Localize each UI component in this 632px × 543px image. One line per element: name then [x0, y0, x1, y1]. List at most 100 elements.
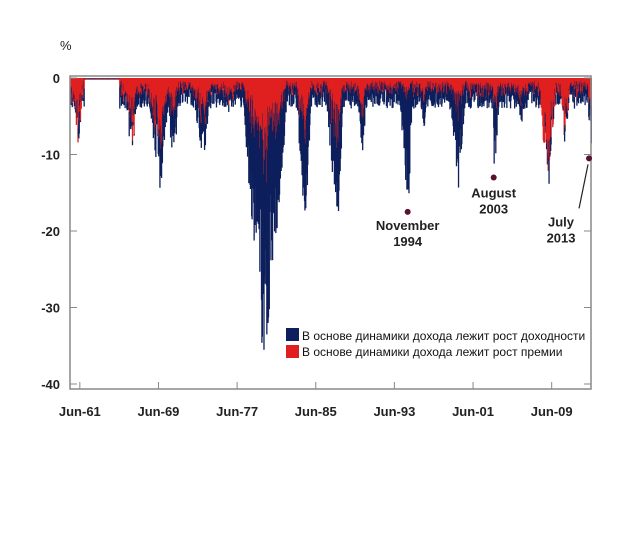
bar-yield — [339, 112, 342, 159]
bar-yield — [119, 87, 121, 109]
bar-yield — [70, 89, 72, 106]
bar-yield — [285, 88, 287, 113]
bar-yield — [474, 91, 476, 100]
bar-yield — [470, 97, 472, 108]
bar-yield — [438, 92, 440, 100]
bar-yield — [443, 92, 445, 100]
bar-yield — [316, 94, 318, 108]
bar-yield — [140, 94, 143, 108]
bar-yield — [583, 86, 585, 97]
bar-yield — [175, 107, 177, 135]
bar-yield — [477, 98, 479, 109]
bar-yield — [389, 93, 391, 106]
bar-yield — [228, 104, 230, 112]
bar-premium — [182, 78, 184, 95]
bar-yield — [386, 96, 388, 109]
bar-yield — [558, 92, 560, 99]
bar-yield — [259, 148, 261, 272]
bar-yield — [295, 86, 297, 108]
bar-yield — [513, 92, 516, 109]
bar-yield — [137, 93, 140, 105]
bar-yield — [538, 95, 540, 109]
bar-yield — [230, 92, 233, 107]
bar-yield — [271, 130, 274, 261]
bar-yield — [293, 87, 295, 103]
bar-yield — [82, 97, 84, 102]
bar-yield — [145, 84, 147, 92]
bar-yield — [123, 101, 125, 106]
bar-yield — [314, 92, 317, 102]
bar-yield — [200, 122, 202, 148]
bar-yield — [510, 89, 513, 97]
bar-yield — [557, 94, 560, 105]
bar-yield — [516, 91, 518, 102]
annotation-marker — [404, 208, 411, 215]
bar-yield — [128, 111, 130, 137]
bar-yield — [294, 85, 296, 92]
bar-yield — [316, 87, 319, 93]
annotation-arrow — [578, 164, 589, 209]
bar-yield — [380, 91, 382, 99]
bar-yield — [385, 87, 388, 107]
bar-yield — [539, 90, 542, 100]
bar-yield — [579, 84, 581, 98]
bar-yield — [588, 103, 590, 121]
bar-yield — [165, 104, 167, 118]
bar-yield — [520, 105, 522, 120]
bar-yield — [395, 90, 397, 104]
bar-yield — [343, 92, 345, 107]
bar-yield — [576, 97, 578, 106]
bar-yield — [195, 98, 197, 110]
legend-label-premium: В основе динамики дохода лежит рост прем… — [302, 345, 562, 359]
bar-yield — [233, 92, 236, 101]
bar-yield — [83, 88, 85, 107]
bar-yield — [205, 105, 208, 119]
bar-yield — [470, 89, 473, 101]
bar-yield — [122, 92, 124, 104]
bar-yield — [153, 115, 155, 135]
bar-yield — [481, 96, 483, 106]
bar-yield — [432, 90, 435, 105]
bar-yield — [290, 88, 292, 107]
bar-yield — [427, 87, 430, 100]
bar-yield — [560, 95, 562, 99]
bar-yield — [237, 88, 240, 99]
bar-yield — [268, 125, 270, 310]
bar-yield — [321, 97, 323, 107]
bar-yield — [171, 111, 173, 148]
bar-yield — [416, 86, 418, 105]
bar-yield — [353, 92, 356, 106]
bar-yield — [528, 84, 530, 94]
bar-yield — [178, 87, 180, 104]
bar-yield — [174, 110, 176, 128]
bar-yield — [328, 93, 330, 128]
bar-yield — [466, 87, 468, 104]
bar-yield — [437, 91, 440, 108]
bar-yield — [180, 82, 182, 93]
bar-yield — [413, 96, 415, 109]
annotation-label: 2013 — [547, 230, 576, 245]
bar-yield — [163, 115, 166, 140]
bar-yield — [569, 92, 571, 95]
bar-yield — [212, 85, 214, 104]
bar-yield — [545, 138, 548, 150]
bar-yield — [184, 90, 186, 102]
bar-yield — [229, 90, 232, 96]
x-tick-label: Jun-93 — [373, 404, 415, 419]
bar-premium — [576, 78, 578, 98]
bar-yield — [501, 95, 503, 108]
bar-yield — [393, 87, 396, 95]
bar-yield — [322, 85, 325, 93]
bar-yield — [536, 85, 538, 100]
y-tick-label: -30 — [41, 301, 60, 316]
bar-yield — [319, 92, 322, 99]
bar-yield — [469, 97, 472, 109]
bar-yield — [222, 86, 225, 89]
bar-yield — [570, 85, 573, 95]
bar-yield — [167, 93, 169, 108]
bar-yield — [382, 92, 384, 102]
bar-yield — [352, 89, 354, 97]
bar-yield — [216, 94, 218, 103]
bar-yield — [267, 136, 270, 318]
bar-yield — [345, 89, 347, 100]
